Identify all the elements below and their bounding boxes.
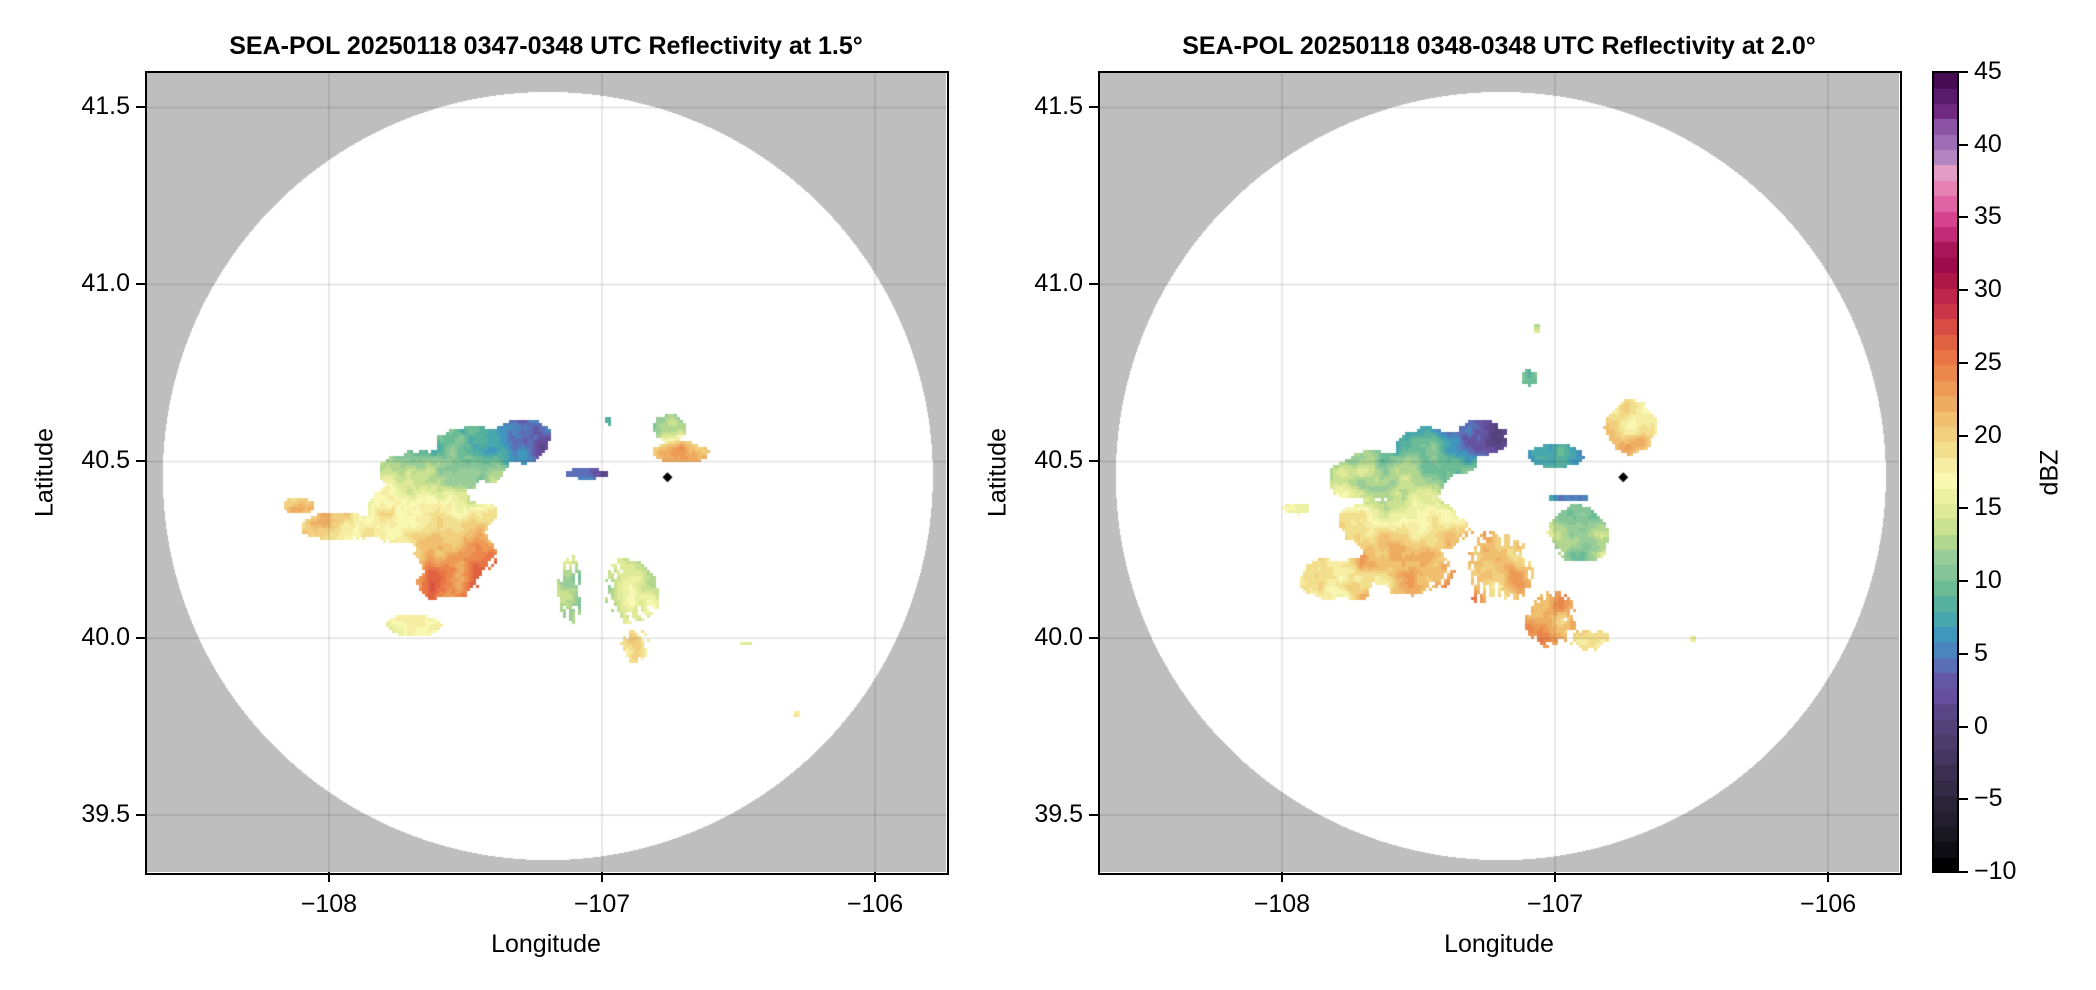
x-tick	[1553, 872, 1556, 882]
colorbar-tick	[1958, 871, 1968, 873]
colorbar-tick	[1958, 289, 1968, 292]
y-tick	[1089, 106, 1099, 109]
colorbar-tick	[1958, 652, 1968, 655]
colorbar-tick-label: −5	[1974, 784, 2003, 813]
colorbar-tick-label: 40	[1974, 129, 2002, 158]
y-tick-label: 41.5	[1034, 92, 1083, 121]
x-tick-label: −107	[573, 890, 631, 918]
plot-area	[1098, 71, 1902, 875]
x-tick-label: −108	[300, 890, 358, 918]
colorbar-tick	[1958, 798, 1968, 801]
colorbar-tick	[1958, 216, 1968, 219]
y-tick	[136, 814, 146, 817]
colorbar-tick	[1958, 725, 1968, 728]
x-tick-label: −108	[1253, 890, 1311, 918]
colorbar-tick	[1958, 580, 1968, 583]
x-tick	[874, 872, 876, 882]
x-tick	[1827, 872, 1829, 882]
y-axis-label: Latitude	[983, 428, 1012, 517]
reflectivity-map	[1099, 72, 1899, 872]
colorbar-tick-label: 45	[1974, 57, 2002, 85]
colorbar-tick	[1958, 71, 1968, 73]
colorbar-tick-label: 20	[1974, 420, 2002, 449]
y-tick	[136, 283, 146, 286]
y-tick-label: 41.0	[1034, 269, 1083, 298]
colorbar-tick-label: 25	[1974, 347, 2002, 376]
y-tick-label: 39.5	[81, 800, 130, 829]
colorbar-label: dBZ	[2035, 449, 2064, 496]
y-tick-label: 39.5	[1034, 800, 1083, 829]
x-tick	[1280, 872, 1283, 882]
plot-area	[145, 71, 949, 875]
colorbar-gradient	[1933, 72, 1958, 872]
x-tick	[327, 872, 330, 882]
y-tick-label: 40.5	[81, 446, 130, 475]
y-tick	[1089, 637, 1099, 640]
y-tick-label: 40.0	[81, 623, 130, 652]
y-tick	[136, 637, 146, 640]
y-axis-label: Latitude	[30, 428, 59, 517]
y-tick	[1089, 283, 1099, 286]
reflectivity-map	[146, 72, 946, 872]
x-axis-label: Longitude	[1444, 930, 1554, 958]
panel-title: SEA-POL 20250118 0347-0348 UTC Reflectiv…	[229, 32, 863, 60]
x-tick-label: −106	[846, 890, 904, 918]
colorbar-tick	[1958, 434, 1968, 437]
y-tick-label: 40.5	[1034, 446, 1083, 475]
y-tick	[136, 106, 146, 109]
y-tick-label: 41.0	[81, 269, 130, 298]
y-tick-label: 40.0	[1034, 623, 1083, 652]
x-tick-label: −106	[1799, 890, 1857, 918]
y-tick	[1089, 814, 1099, 817]
x-tick-label: −107	[1526, 890, 1584, 918]
colorbar-tick-label: 10	[1974, 566, 2002, 595]
colorbar-tick-label: −10	[1974, 857, 2017, 885]
panel-title: SEA-POL 20250118 0348-0348 UTC Reflectiv…	[1182, 32, 1816, 60]
y-tick	[1089, 460, 1099, 463]
colorbar-tick	[1958, 361, 1968, 364]
colorbar-tick	[1958, 507, 1968, 510]
x-axis-label: Longitude	[491, 930, 601, 958]
x-tick	[600, 872, 603, 882]
colorbar-tick-label: 0	[1974, 711, 1988, 740]
y-tick	[136, 460, 146, 463]
colorbar-tick-label: 15	[1974, 493, 2002, 522]
colorbar-tick-label: 30	[1974, 275, 2002, 304]
y-tick-label: 41.5	[81, 92, 130, 121]
colorbar-tick	[1958, 143, 1968, 146]
colorbar-tick-label: 35	[1974, 202, 2002, 231]
colorbar-tick-label: 5	[1974, 638, 1988, 667]
